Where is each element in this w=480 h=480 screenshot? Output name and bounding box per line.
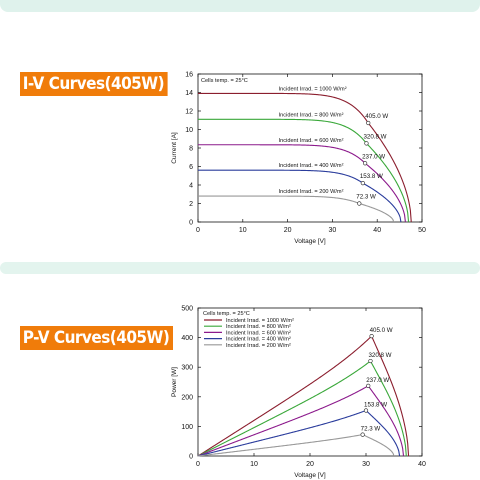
iv-title-label: I-V Curves(405W) — [20, 72, 168, 96]
pv-series-line — [197, 335, 410, 457]
y-tick-label: 12 — [185, 109, 193, 116]
legend-entry: Incident Irrad. = 800 W/m² — [226, 324, 291, 330]
mpp-marker — [366, 383, 371, 388]
x-axis-label: Voltage [V] — [294, 472, 326, 479]
section-divider-band — [0, 262, 480, 274]
irradiance-label: Incident Irrad. = 1000 W/m² — [279, 86, 347, 92]
mpp-power-label: 72.3 W — [361, 426, 381, 433]
y-tick-label: 500 — [181, 306, 193, 313]
irradiance-label: Incident Irrad. = 200 W/m² — [279, 189, 344, 195]
y-tick-label: 200 — [181, 394, 193, 401]
mpp-power-label: 72.3 W — [356, 194, 376, 201]
pv-section-title: P-V Curves(405W) — [12, 326, 190, 350]
legend-entry: Incident Irrad. = 600 W/m² — [226, 330, 291, 336]
pv-series-line — [197, 385, 405, 457]
x-tick-label: 20 — [306, 461, 314, 468]
mpp-marker — [369, 334, 374, 339]
y-tick-label: 2 — [189, 201, 193, 208]
mpp-power-label: 153.8 W — [364, 401, 387, 408]
top-band — [0, 0, 480, 12]
mpp-power-label: 153.8 W — [360, 173, 383, 180]
irradiance-label: Incident Irrad. = 600 W/m² — [279, 138, 344, 144]
x-tick-label: 0 — [196, 461, 200, 468]
mpp-marker — [360, 432, 365, 437]
y-tick-label: 100 — [181, 424, 193, 431]
y-tick-label: 0 — [189, 220, 193, 227]
temp-note: Cells temp. = 25°C — [201, 78, 248, 84]
x-tick-label: 40 — [418, 461, 426, 468]
x-tick-label: 10 — [239, 227, 247, 234]
y-axis-label: Current [A] — [171, 132, 178, 164]
mpp-marker — [363, 408, 369, 413]
x-axis-label: Voltage [V] — [294, 238, 326, 245]
y-tick-label: 10 — [185, 127, 193, 134]
x-tick-label: 30 — [329, 227, 337, 234]
iv-series-line — [198, 144, 406, 223]
mpp-marker — [366, 120, 371, 126]
pv-series-line — [197, 360, 407, 457]
iv-curves-chart: 0 10 20 30 40 50 0 2 4 6 8 10 12 14 16 Voltage [V] Curre… — [171, 72, 426, 246]
mpp-marker — [357, 201, 362, 206]
mpp-power-label: 320.8 W — [363, 133, 386, 140]
x-tick-label: 30 — [362, 461, 370, 468]
y-tick-label: 8 — [189, 146, 193, 153]
title-accent-bar — [12, 72, 17, 96]
mpp-power-label: 320.8 W — [368, 352, 391, 359]
y-tick-label: 300 — [181, 365, 193, 372]
y-axis-label: Power [W] — [171, 367, 178, 397]
legend-entry: Incident Irrad. = 1000 W/m² — [226, 318, 294, 324]
x-tick-label: 40 — [373, 227, 381, 234]
iv-series-line — [198, 169, 402, 223]
y-tick-label: 0 — [189, 454, 193, 461]
y-tick-label: 16 — [185, 72, 193, 79]
y-tick-label: 14 — [185, 90, 193, 97]
irradiance-label: Incident Irrad. = 400 W/m² — [279, 163, 344, 169]
x-tick-label: 10 — [250, 461, 258, 468]
title-accent-bar — [12, 326, 17, 350]
y-tick-label: 4 — [189, 183, 193, 190]
mpp-marker — [364, 141, 369, 146]
plot-frame — [197, 73, 423, 223]
y-tick-label: 6 — [189, 164, 193, 171]
pv-title-label: P-V Curves(405W) — [20, 326, 173, 350]
iv-section-title: I-V Curves(405W) — [12, 72, 184, 96]
mpp-power-label: 405.0 W — [365, 113, 388, 120]
mpp-marker — [363, 161, 368, 166]
legend-entry: Incident Irrad. = 200 W/m² — [226, 343, 291, 349]
iv-series-line — [198, 92, 412, 223]
x-tick-label: 50 — [418, 227, 426, 234]
temp-note: Cells temp. = 25°C — [203, 311, 250, 317]
irradiance-label: Incident Irrad. = 800 W/m² — [279, 112, 344, 118]
mpp-marker — [368, 358, 373, 364]
iv-series-line — [198, 118, 410, 223]
mpp-power-label: 237.0 W — [366, 377, 389, 384]
x-tick-label: 20 — [284, 227, 292, 234]
legend-entry: Incident Irrad. = 400 W/m² — [226, 337, 291, 343]
mpp-power-label: 237.0 W — [362, 153, 385, 160]
x-tick-label: 0 — [196, 227, 200, 234]
mpp-power-label: 405.0 W — [370, 327, 393, 334]
mpp-marker — [360, 181, 365, 186]
y-tick-label: 400 — [181, 335, 193, 342]
